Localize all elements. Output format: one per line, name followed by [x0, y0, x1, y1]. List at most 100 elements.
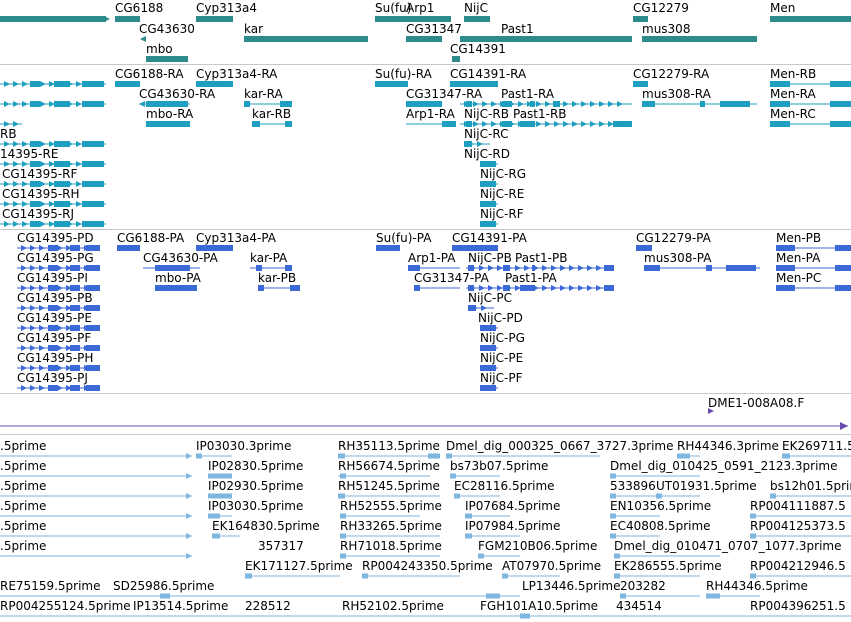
est-glyph[interactable] — [186, 493, 192, 499]
est-glyph[interactable] — [196, 455, 232, 457]
est-glyph[interactable] — [245, 575, 340, 577]
gene-label[interactable]: mbo — [146, 42, 173, 56]
gene-label[interactable]: CG43630 — [139, 22, 195, 36]
gene-label[interactable]: Arp1 — [406, 1, 435, 15]
est-label[interactable]: IP07984.5prime — [465, 519, 561, 533]
est-label[interactable]: EK171127.5prime — [245, 559, 353, 573]
transcript-glyph[interactable] — [4, 141, 10, 147]
est-glyph[interactable] — [614, 575, 700, 577]
est-label[interactable]: SD25986.5prime — [113, 579, 215, 593]
transcript-glyph[interactable] — [22, 201, 28, 207]
transcript-label[interactable]: mus308-RA — [642, 87, 711, 101]
transcript-glyph[interactable] — [40, 101, 46, 107]
est-glyph[interactable] — [340, 513, 346, 519]
transcript-glyph[interactable] — [76, 221, 82, 227]
est-label[interactable]: IP13514.5prime — [133, 599, 229, 613]
transcript-glyph[interactable] — [67, 81, 73, 87]
transcript-glyph[interactable] — [4, 201, 10, 207]
protein-glyph[interactable] — [285, 265, 292, 271]
protein-label[interactable]: NijC-PD — [478, 311, 523, 325]
gene-bar[interactable] — [104, 16, 110, 22]
est-label[interactable]: IP02830.5prime — [208, 459, 304, 473]
protein-glyph[interactable] — [84, 325, 90, 331]
est-label[interactable]: EC40808.5prime — [610, 519, 711, 533]
est-label[interactable]: .5prime — [0, 499, 47, 513]
gene-label[interactable]: Cyp313a4 — [196, 1, 257, 15]
protein-glyph[interactable] — [835, 245, 851, 251]
est-label[interactable]: .5prime — [0, 519, 47, 533]
est-glyph[interactable] — [212, 535, 240, 537]
protein-glyph[interactable] — [551, 265, 557, 271]
gene-bar[interactable] — [460, 36, 632, 42]
transcript-glyph[interactable] — [518, 101, 524, 107]
protein-glyph[interactable] — [466, 267, 614, 269]
protein-glyph[interactable] — [84, 385, 90, 391]
transcript-label[interactable]: Arp1-RA — [406, 107, 455, 121]
est-glyph[interactable] — [454, 495, 500, 497]
transcript-glyph[interactable] — [94, 221, 100, 227]
protein-glyph[interactable] — [66, 305, 72, 311]
gene-label[interactable]: Su(fu) — [375, 1, 412, 15]
transcript-label[interactable]: CG14395-RH — [2, 187, 80, 201]
transcript-glyph[interactable] — [31, 201, 37, 207]
transcript-glyph[interactable] — [31, 161, 37, 167]
transcript-glyph[interactable] — [13, 181, 19, 187]
transcript-glyph[interactable] — [4, 181, 10, 187]
protein-label[interactable]: CG14395-PE — [17, 311, 92, 325]
transcript-glyph[interactable] — [633, 81, 648, 87]
protein-glyph[interactable] — [93, 345, 99, 351]
transcript-glyph[interactable] — [82, 81, 104, 87]
transcript-glyph[interactable] — [406, 101, 442, 107]
transcript-glyph[interactable] — [218, 81, 224, 87]
protein-glyph[interactable] — [75, 365, 81, 371]
transcript-glyph[interactable] — [94, 161, 100, 167]
protein-glyph[interactable] — [776, 265, 795, 271]
protein-glyph[interactable] — [578, 285, 584, 291]
transcript-glyph[interactable] — [285, 121, 292, 127]
transcript-glyph[interactable] — [82, 161, 104, 167]
protein-glyph[interactable] — [57, 245, 63, 251]
transcript-glyph[interactable] — [13, 141, 19, 147]
protein-glyph[interactable] — [130, 245, 136, 251]
transcript-glyph[interactable] — [830, 121, 851, 127]
protein-glyph[interactable] — [155, 285, 197, 291]
protein-glyph[interactable] — [84, 365, 90, 371]
transcript-glyph[interactable] — [40, 161, 46, 167]
est-glyph[interactable] — [465, 515, 510, 517]
protein-label[interactable]: NijC-PB — [468, 251, 512, 265]
transcript-glyph[interactable] — [642, 101, 655, 107]
transcript-glyph[interactable] — [49, 181, 55, 187]
est-glyph[interactable] — [446, 455, 600, 457]
transcript-glyph[interactable] — [464, 101, 470, 107]
transcript-glyph[interactable] — [13, 201, 19, 207]
transcript-glyph[interactable] — [484, 181, 490, 187]
gene-label[interactable]: Men — [770, 1, 796, 15]
protein-glyph[interactable] — [484, 365, 490, 371]
est-label[interactable]: EC28116.5prime — [454, 479, 555, 493]
gene-bar[interactable] — [375, 16, 451, 22]
protein-glyph[interactable] — [466, 287, 614, 289]
transcript-glyph[interactable] — [473, 101, 479, 107]
est-glyph[interactable] — [362, 575, 460, 577]
protein-glyph[interactable] — [21, 285, 27, 291]
transcript-glyph[interactable] — [58, 221, 64, 227]
protein-label[interactable]: CG31347-PA — [414, 271, 489, 285]
transcript-glyph[interactable] — [770, 83, 851, 85]
protein-glyph[interactable] — [470, 285, 476, 291]
protein-label[interactable]: CG14391-PA — [452, 231, 527, 245]
transcript-glyph[interactable] — [608, 121, 614, 127]
protein-glyph[interactable] — [21, 365, 27, 371]
protein-glyph[interactable] — [776, 245, 795, 251]
transcript-glyph[interactable] — [484, 201, 490, 207]
gene-label[interactable]: kar — [244, 22, 264, 36]
transcript-glyph[interactable] — [700, 101, 705, 107]
transcript-label[interactable]: NijC-RE — [480, 187, 525, 201]
est-label[interactable]: RH51245.5prime — [338, 479, 440, 493]
protein-glyph[interactable] — [75, 245, 81, 251]
transcript-glyph[interactable] — [4, 121, 10, 127]
protein-label[interactable]: kar-PB — [258, 271, 297, 285]
protein-glyph[interactable] — [30, 305, 36, 311]
transcript-glyph[interactable] — [119, 81, 125, 87]
est-glyph[interactable] — [770, 493, 776, 499]
est-label[interactable]: RH35113.5prime — [338, 439, 440, 453]
